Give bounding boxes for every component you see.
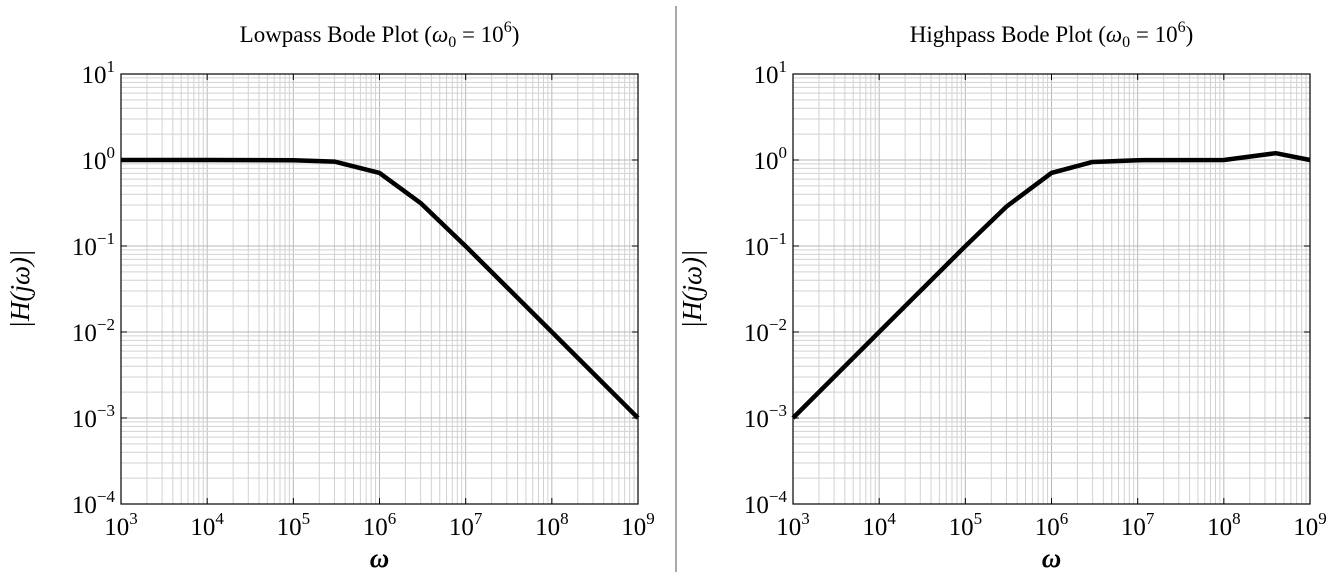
y-tick-label: 10−4 bbox=[744, 487, 788, 519]
y-axis-label: |H(jω)| bbox=[677, 250, 707, 329]
x-tick-label: 109 bbox=[621, 509, 655, 541]
x-tick-label: 103 bbox=[104, 509, 138, 541]
y-tick-label: 10−2 bbox=[72, 315, 115, 347]
x-axis-label: ω bbox=[370, 543, 390, 573]
lowpass-panel: 103 104 105 106 107 108 109 10−4 10−3 10−2 10−1 100… bbox=[5, 19, 655, 573]
axes-frame bbox=[120, 73, 639, 505]
x-tick-label: 106 bbox=[363, 509, 397, 541]
chart-title: Lowpass Bode Plot (ω0 = 106) bbox=[240, 19, 520, 51]
axes-frame bbox=[792, 73, 1311, 505]
x-tick-label: 108 bbox=[535, 509, 569, 541]
x-tick-label: 107 bbox=[1121, 509, 1155, 541]
y-tick-label: 100 bbox=[754, 143, 788, 175]
y-tick-label: 10−1 bbox=[744, 229, 787, 261]
x-tick-label: 104 bbox=[190, 509, 224, 541]
x-tick-label: 107 bbox=[449, 509, 483, 541]
y-tick-label: 100 bbox=[82, 143, 116, 175]
y-tick-label: 101 bbox=[754, 57, 788, 89]
highpass-panel: 103 104 105 106 107 108 109 10−4 10−3 10−2 10−1 100… bbox=[677, 19, 1327, 573]
y-tick-label: 101 bbox=[82, 57, 116, 89]
x-tick-label: 109 bbox=[1293, 509, 1327, 541]
x-tick-label: 108 bbox=[1207, 509, 1241, 541]
x-tick-label: 103 bbox=[776, 509, 810, 541]
chart-title: Highpass Bode Plot (ω0 = 106) bbox=[910, 19, 1194, 51]
x-tick-label: 106 bbox=[1035, 509, 1069, 541]
x-tick-label: 104 bbox=[862, 509, 896, 541]
y-tick-label: 10−3 bbox=[72, 401, 115, 433]
data-line bbox=[791, 150, 1311, 420]
x-tick-label: 105 bbox=[949, 509, 983, 541]
grid bbox=[121, 74, 638, 504]
y-tick-label: 10−2 bbox=[744, 315, 787, 347]
y-tick-label: 10−4 bbox=[72, 487, 116, 519]
data-line bbox=[121, 157, 640, 420]
x-tick-label: 105 bbox=[277, 509, 311, 541]
y-axis-label: |H(jω)| bbox=[5, 250, 35, 329]
y-tick-label: 10−1 bbox=[72, 229, 115, 261]
grid bbox=[793, 74, 1310, 504]
x-axis-label: ω bbox=[1042, 543, 1062, 573]
y-tick-label: 10−3 bbox=[744, 401, 787, 433]
